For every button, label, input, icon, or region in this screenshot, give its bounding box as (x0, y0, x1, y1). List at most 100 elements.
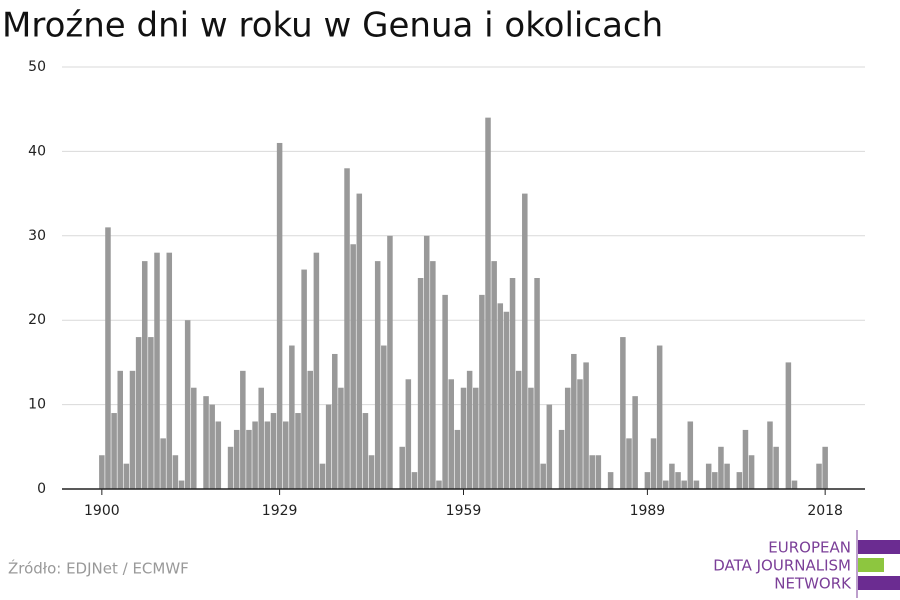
bar (356, 193, 363, 489)
bar (117, 370, 123, 489)
source: Źródło: EDJNet / ECMWF (8, 559, 189, 578)
bar (540, 463, 546, 489)
chart-title: Mroźne dni w roku w Genua i okolicach (2, 6, 663, 46)
x-tick-label: 1929 (262, 503, 298, 519)
bar (644, 472, 651, 489)
x-tick-label: 1989 (630, 503, 666, 519)
x-tick-label: 1900 (84, 503, 120, 519)
bar (148, 337, 154, 489)
bar (693, 480, 700, 489)
bar (448, 379, 454, 489)
bar (417, 278, 424, 489)
bar (534, 278, 540, 489)
bar (325, 404, 332, 489)
bar (111, 413, 117, 489)
bar (295, 413, 301, 489)
bar (705, 463, 712, 489)
bar (430, 261, 436, 489)
bar (123, 463, 130, 489)
bar (485, 117, 491, 489)
bar (571, 353, 577, 489)
logo-text: NETWORK (774, 575, 852, 593)
bar (791, 480, 798, 489)
bar (497, 303, 504, 489)
bar (178, 480, 185, 489)
bar (503, 311, 510, 489)
bar (135, 337, 142, 489)
y-tick-label: 50 (28, 59, 46, 75)
bar (276, 142, 283, 489)
bar (411, 472, 418, 489)
bar (509, 278, 516, 489)
bar (258, 387, 264, 489)
logo: EUROPEAN DATA JOURNALISM NETWORK (713, 530, 900, 598)
bar (319, 463, 326, 489)
bar (387, 235, 393, 489)
bar (607, 472, 614, 489)
bar (172, 455, 179, 489)
bar (742, 429, 749, 489)
bar (442, 294, 448, 489)
bar (423, 235, 430, 489)
bar (522, 193, 528, 489)
bar (301, 269, 307, 489)
x-tick-label: 1959 (446, 503, 482, 519)
bar (767, 421, 773, 489)
bar (687, 421, 694, 489)
bar (583, 362, 589, 489)
bar (264, 421, 271, 489)
bar (491, 261, 497, 489)
bar (564, 387, 571, 489)
bar (368, 455, 375, 489)
y-tick-label: 0 (37, 481, 46, 497)
bar (773, 446, 779, 489)
bar (344, 168, 350, 489)
bar (785, 362, 792, 489)
bar (632, 396, 638, 489)
bar (620, 337, 626, 489)
bar (313, 252, 320, 489)
bar (215, 421, 222, 489)
bar (350, 244, 356, 489)
bar (712, 472, 718, 489)
y-tick-label: 40 (28, 143, 46, 159)
bar (515, 370, 522, 489)
bar (240, 370, 246, 489)
bar (546, 404, 553, 489)
bar (718, 446, 724, 489)
bar (166, 252, 173, 489)
bar (160, 438, 166, 489)
bar (209, 404, 215, 489)
bar (154, 252, 160, 489)
bar (105, 227, 111, 490)
bar (558, 429, 565, 489)
bar (227, 446, 234, 489)
bar (246, 429, 252, 489)
y-tick-label: 10 (28, 397, 46, 413)
bar (656, 345, 663, 489)
bar (822, 446, 828, 489)
bar (282, 421, 289, 489)
y-tick-label: 30 (28, 228, 46, 244)
bar (816, 463, 822, 489)
bar (252, 421, 258, 489)
x-tick-label: 2018 (807, 503, 843, 519)
bar (436, 480, 442, 489)
bar (99, 455, 105, 489)
bar (589, 455, 595, 489)
bar (663, 480, 669, 489)
bar (595, 455, 602, 489)
logo-bar (858, 576, 900, 590)
bar (460, 387, 467, 489)
bar (270, 413, 277, 489)
bar (669, 463, 675, 489)
bar (141, 261, 148, 489)
bar (454, 429, 461, 489)
y-tick-label: 20 (28, 312, 46, 328)
bar (399, 446, 405, 489)
bar (381, 345, 387, 489)
bar (362, 413, 369, 489)
bar (724, 463, 730, 489)
bar (736, 472, 743, 489)
